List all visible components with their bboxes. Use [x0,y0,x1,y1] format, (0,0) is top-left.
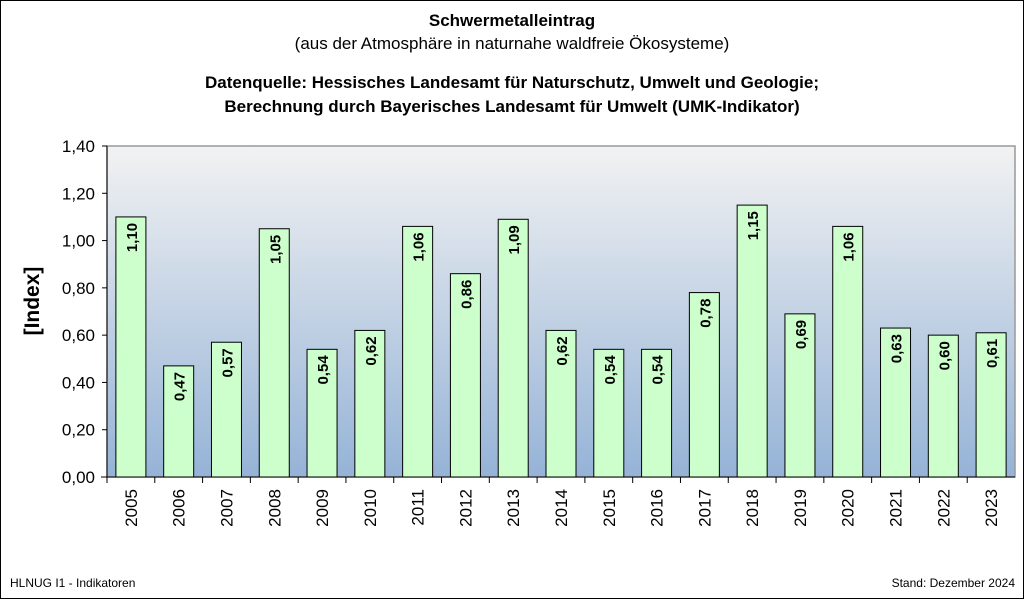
bar-2012 [449,273,481,478]
bar-2016 [641,348,673,478]
x-tick-label: 2013 [504,489,523,527]
y-tick-label: 0,20 [62,421,95,440]
x-tick-label: 2012 [456,489,475,527]
data-label: 0,62 [363,336,380,365]
data-label: 1,09 [506,225,523,254]
data-label: 0,78 [697,299,714,328]
bar-2023 [975,332,1007,478]
bar-2022 [927,334,959,478]
data-label: 0,54 [315,355,332,385]
x-tick-label: 2008 [265,489,284,527]
x-tick-label: 2014 [552,489,571,527]
bar-2015 [593,348,625,478]
bar-2011 [402,225,434,478]
data-label: 0,54 [650,355,667,385]
data-label: 1,06 [411,232,428,261]
x-tick-label: 2017 [695,489,714,527]
y-axis-label: [Index] [21,267,44,336]
bar-2019 [784,313,816,478]
x-tick-label: 2021 [887,489,906,527]
bar-2008 [258,228,290,478]
x-tick-label: 2016 [648,489,667,527]
data-label: 0,62 [554,336,571,365]
footer-date: Stand: Dezember 2024 [891,576,1015,590]
chart-title: Schwermetalleintrag [428,11,596,30]
bar-2010 [354,329,386,478]
x-tick-label: 2009 [313,489,332,527]
x-tick-label: 2022 [934,489,953,527]
bar-2013 [497,218,529,478]
x-tick-label: 2020 [839,489,858,527]
data-label: 0,63 [889,334,906,363]
footer-publisher: HLNUG I1 - Indikatoren [10,576,136,590]
data-label: 1,15 [745,211,762,240]
x-tick-label: 2006 [170,489,189,527]
data-source-line-2: Berechnung durch Bayerisches Landesamt f… [224,97,800,116]
x-tick-label: 2005 [122,489,141,527]
bar-2018 [736,204,768,478]
x-tick-label: 2010 [361,489,380,527]
x-tick-label: 2007 [217,489,236,527]
bar-2020 [832,225,864,478]
bar-2009 [306,348,338,478]
data-label: 0,86 [458,280,475,309]
data-source-line-1: Datenquelle: Hessisches Landesamt für Na… [204,73,819,92]
y-tick-label: 1,00 [62,232,95,251]
x-tick-label: 2023 [982,489,1001,527]
bar-2006 [163,365,195,478]
bar-2017 [688,292,720,478]
bar-2005 [115,216,147,478]
data-label: 0,60 [936,341,953,370]
bar-2007 [210,341,242,478]
data-label: 0,57 [219,348,236,377]
data-label: 1,05 [267,235,284,264]
y-tick-label: 0,00 [62,468,95,487]
y-tick-label: 1,20 [62,184,95,203]
y-tick-label: 0,80 [62,279,95,298]
data-label: 0,47 [172,372,189,401]
y-tick-label: 1,40 [62,137,95,156]
x-tick-label: 2019 [791,489,810,527]
x-tick-label: 2011 [409,489,428,526]
bar-2021 [880,327,912,478]
y-tick-label: 0,60 [62,326,95,345]
bar-2014 [545,329,577,478]
x-tick-label: 2018 [743,489,762,527]
data-label: 0,54 [602,355,619,385]
x-tick-label: 2015 [600,489,619,527]
data-label: 1,06 [841,232,858,261]
data-label: 0,69 [793,320,810,349]
data-label: 0,61 [984,339,1001,368]
data-label: 1,10 [124,223,141,252]
y-tick-label: 0,40 [62,373,95,392]
chart-subtitle: (aus der Atmosphäre in naturnahe waldfre… [294,34,730,53]
